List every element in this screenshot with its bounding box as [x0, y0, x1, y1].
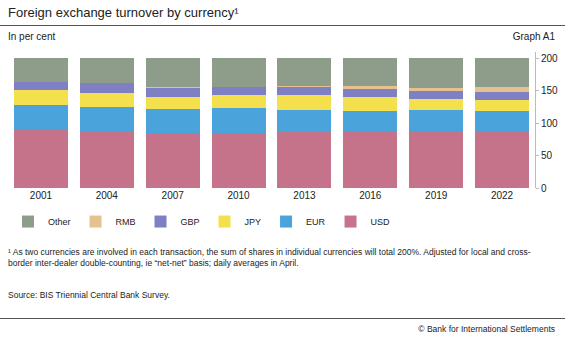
html-text:© Bank for International Settl: © Bank for International Settlements [418, 324, 555, 334]
svg-text:2001: 2001 [30, 190, 53, 201]
svg-text:150: 150 [541, 85, 558, 96]
html-text:Foreign exchange turnover by c: Foreign exchange turnover by currency¹ [8, 5, 239, 20]
svg-text:USD: USD [371, 217, 391, 227]
svg-text:2019: 2019 [425, 190, 448, 201]
svg-text:EUR: EUR [306, 217, 326, 227]
html-text:¹ As two currencies are involv: ¹ As two currencies are involved in each… [8, 247, 531, 268]
svg-text:RMB: RMB [116, 217, 136, 227]
svg-text:200: 200 [541, 53, 558, 64]
svg-text:GBP: GBP [181, 217, 200, 227]
html-text:Source: BIS Triennial Central: Source: BIS Triennial Central Bank Surve… [8, 290, 170, 300]
svg-text:2007: 2007 [162, 190, 185, 201]
svg-text:0: 0 [541, 183, 547, 194]
svg-text:2010: 2010 [227, 190, 250, 201]
svg-text:2004: 2004 [96, 190, 119, 201]
html-text:In per cent: In per cent [8, 31, 56, 42]
svg-text:100: 100 [541, 118, 558, 129]
html-text:Graph A1: Graph A1 [512, 31, 555, 42]
svg-text:50: 50 [541, 150, 553, 161]
svg-text:2013: 2013 [293, 190, 316, 201]
svg-text:Other: Other [48, 217, 71, 227]
svg-text:2022: 2022 [491, 190, 514, 201]
svg-text:JPY: JPY [245, 217, 262, 227]
svg-text:2016: 2016 [359, 190, 382, 201]
